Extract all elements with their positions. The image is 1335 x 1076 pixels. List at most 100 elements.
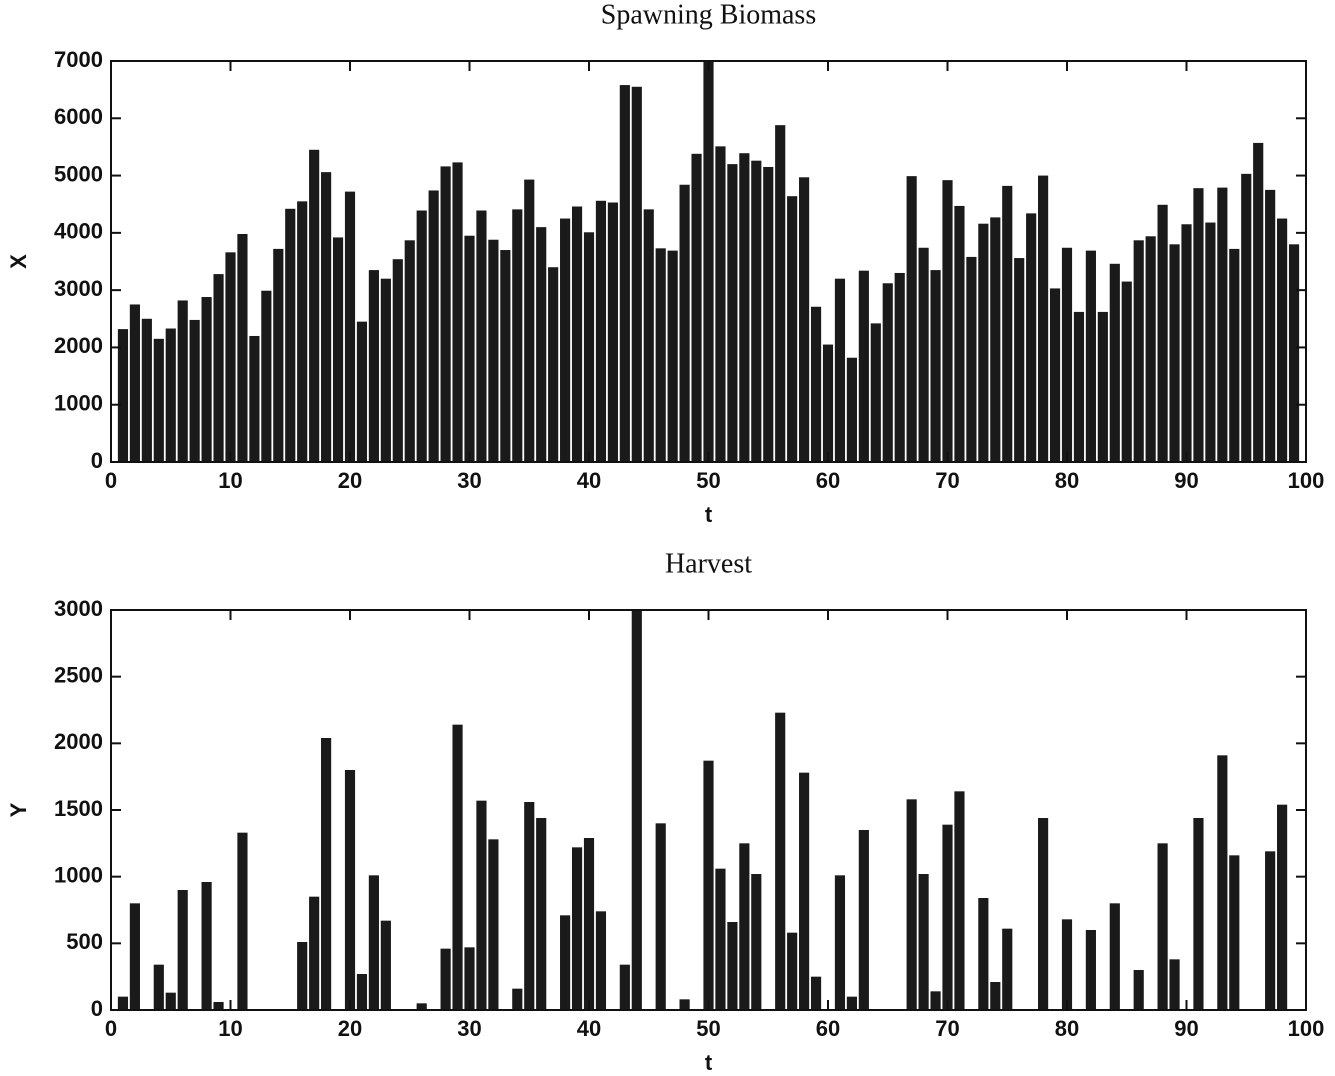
y-tick-label: 1000	[54, 391, 103, 416]
bar	[1277, 804, 1288, 1010]
bar	[1097, 311, 1108, 462]
bar	[858, 830, 869, 1010]
bar	[882, 283, 893, 462]
bar	[237, 832, 248, 1010]
bar	[129, 903, 140, 1010]
bar	[655, 823, 666, 1010]
bar	[834, 875, 846, 1010]
y-tick-label: 2000	[54, 729, 103, 754]
bar	[213, 274, 224, 462]
bar	[1169, 959, 1180, 1010]
bar	[1073, 311, 1085, 462]
bar	[165, 328, 176, 462]
bar	[822, 344, 834, 462]
y-axis-label: Y	[6, 802, 31, 817]
bar	[189, 319, 200, 462]
x-tick-label: 20	[338, 468, 362, 493]
bar	[583, 232, 595, 462]
bar	[966, 256, 977, 462]
bar	[703, 61, 714, 462]
bar	[930, 991, 941, 1010]
bar	[715, 146, 726, 462]
x-tick-label: 0	[105, 468, 117, 493]
bar	[560, 218, 571, 462]
bar	[500, 250, 511, 462]
x-tick-label: 100	[1288, 1016, 1325, 1041]
bar	[607, 202, 618, 462]
bar	[285, 208, 296, 462]
bar	[619, 964, 630, 1010]
y-tick-label: 6000	[54, 104, 103, 129]
x-tick-label: 40	[577, 1016, 601, 1041]
x-tick-label: 80	[1055, 1016, 1079, 1041]
bar	[321, 172, 332, 463]
bar	[1133, 240, 1144, 462]
bar	[1145, 236, 1156, 462]
y-tick-label: 0	[91, 996, 103, 1021]
bar	[440, 948, 451, 1010]
bar	[332, 237, 344, 462]
bar	[787, 196, 798, 463]
bar	[1217, 755, 1228, 1010]
bar	[297, 942, 308, 1010]
bar	[356, 974, 368, 1010]
bar	[858, 270, 869, 462]
bar	[512, 988, 523, 1010]
bar	[906, 799, 917, 1010]
x-tick-label: 10	[218, 1016, 242, 1041]
bar	[117, 329, 129, 462]
x-tick-label: 30	[457, 1016, 481, 1041]
x-tick-label: 70	[935, 468, 959, 493]
y-tick-label: 1500	[54, 796, 103, 821]
bar	[201, 297, 212, 462]
bar	[536, 227, 547, 462]
x-tick-label: 60	[816, 468, 840, 493]
bar	[452, 724, 463, 1010]
x-tick-label: 90	[1174, 468, 1198, 493]
bar	[464, 235, 475, 462]
y-tick-label: 3000	[54, 276, 103, 301]
bar	[368, 270, 379, 462]
y-tick-label: 2000	[54, 333, 103, 358]
bar	[1061, 247, 1073, 462]
bar	[739, 843, 750, 1010]
bar	[225, 252, 236, 462]
y-tick-label: 5000	[54, 161, 103, 186]
bar	[763, 166, 774, 462]
bar	[631, 610, 642, 1010]
bar	[524, 802, 535, 1010]
bar	[595, 200, 607, 462]
bar	[1014, 258, 1025, 462]
bar	[344, 191, 356, 462]
bar	[273, 248, 284, 462]
bar	[1193, 818, 1204, 1010]
bar	[1241, 173, 1252, 463]
x-tick-label: 50	[696, 468, 720, 493]
bar	[404, 240, 415, 462]
bar	[595, 911, 607, 1010]
bar	[715, 868, 726, 1010]
bar	[488, 839, 499, 1010]
bar	[1085, 250, 1096, 462]
bar	[1121, 281, 1132, 462]
x-tick-label: 50	[696, 1016, 720, 1041]
bar	[846, 996, 857, 1010]
bar	[153, 964, 164, 1010]
bar	[834, 278, 846, 462]
chart-title: Spawning Biomass	[601, 0, 816, 30]
bar	[1205, 222, 1216, 462]
x-tick-label: 100	[1288, 468, 1325, 493]
bar	[739, 153, 750, 463]
bar	[237, 234, 248, 462]
bar	[799, 772, 810, 1010]
bar	[954, 205, 965, 462]
bar	[918, 247, 929, 462]
bar	[560, 915, 571, 1010]
bar	[141, 318, 152, 462]
bar	[1038, 818, 1049, 1010]
bar	[452, 162, 463, 462]
bar	[1157, 204, 1168, 462]
bar	[297, 201, 308, 462]
bar	[368, 875, 379, 1010]
